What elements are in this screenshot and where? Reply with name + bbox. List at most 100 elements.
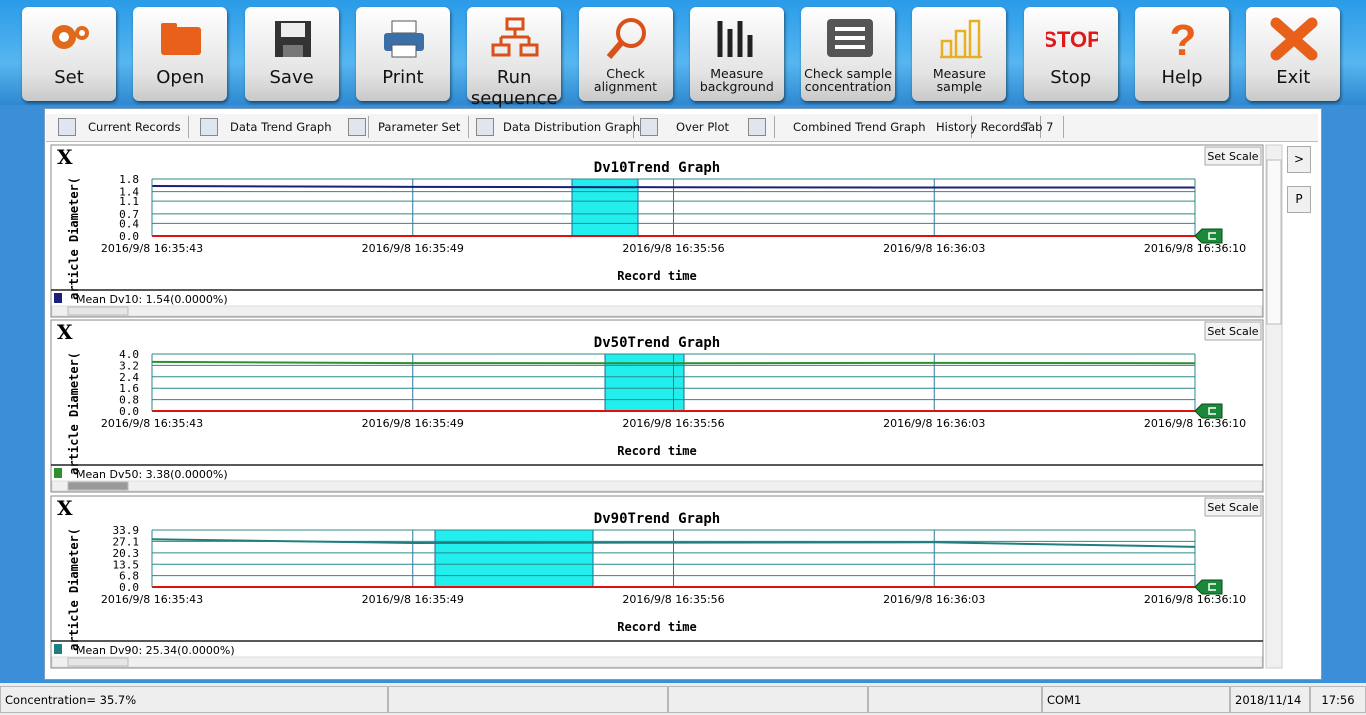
y-tick-label: 1.6 (119, 382, 139, 395)
y-axis-label: article Diameter( (67, 352, 81, 475)
icon-shape (499, 29, 531, 45)
tab[interactable]: Data Distribution Graph (503, 120, 641, 134)
status-cell: COM1 (1042, 686, 1230, 713)
button-label: Open (133, 67, 227, 88)
corner-label: X (57, 320, 73, 344)
button-label: Check sample concentration (801, 67, 895, 93)
label-line: Measure (710, 66, 764, 81)
legend-entry: Mean Dv10: 1.54(0.0000%) (76, 293, 228, 306)
chart-title: Dv90Trend Graph (594, 511, 720, 527)
button-label: Check alignment (579, 67, 673, 93)
y-tick-label: 33.9 (113, 524, 140, 537)
tab-separator (188, 116, 189, 138)
set-scale-label[interactable]: Set Scale (1207, 150, 1258, 163)
label-line: Exit (1276, 67, 1311, 88)
x-tick-label: 2016/9/8 16:35:56 (622, 417, 724, 430)
set-scale-button[interactable] (1204, 321, 1262, 341)
toolbar-button[interactable]: Check alignment (578, 7, 673, 101)
toolbar-button[interactable]: Measure background (689, 7, 784, 101)
set-scale-button[interactable] (1204, 146, 1262, 166)
status-cell: 17:56 (1310, 686, 1366, 713)
chart-title: Dv10Trend Graph (594, 160, 720, 176)
toolbar-button[interactable]: Run sequence (467, 7, 562, 109)
tab[interactable]: Tab 7 (1023, 120, 1054, 134)
x-tick-label: 2016/9/8 16:35:43 (101, 593, 203, 606)
x-axis-label: Record time (617, 620, 696, 634)
tab-icon (58, 118, 76, 136)
button-icon (1270, 17, 1318, 61)
button-icon (161, 23, 202, 55)
corner-label: X (57, 496, 73, 520)
h-scrollbar (51, 480, 1263, 492)
tab[interactable]: Data Trend Graph (230, 120, 332, 134)
set-scale-label[interactable]: Set Scale (1207, 325, 1258, 338)
toolbar-button[interactable]: Check sample concentration (801, 7, 896, 101)
icon-shape (615, 18, 646, 48)
side-button[interactable]: P (1287, 186, 1311, 213)
y-tick-label: 1.4 (119, 186, 139, 199)
icon-shape (282, 45, 303, 57)
tab-separator (774, 116, 775, 138)
icon-shape (59, 32, 69, 42)
tab[interactable]: History Records (936, 120, 1027, 134)
tab[interactable]: Current Records (88, 120, 181, 134)
tab[interactable]: Combined Trend Graph (793, 120, 926, 134)
chart-panel (50, 144, 1264, 318)
y-tick-label: 0.4 (119, 217, 139, 230)
x-tick-label: 2016/9/8 16:36:03 (883, 417, 985, 430)
tab-separator (971, 116, 972, 138)
button-label: Measure background (690, 67, 784, 93)
y-tick-label: 3.2 (119, 359, 139, 372)
series-line (151, 538, 1196, 548)
set-scale-label[interactable]: Set Scale (1207, 501, 1258, 514)
set-scale-button[interactable] (1204, 497, 1262, 517)
toolbar-button[interactable]: Measure sample (912, 7, 1007, 101)
legend-swatch (54, 468, 62, 478)
icon-shape (969, 19, 981, 59)
tab-separator (468, 116, 469, 138)
legend-swatch (54, 644, 62, 654)
x-tick-label: 2016/9/8 16:36:03 (883, 242, 985, 255)
button-icon (52, 25, 89, 49)
icon-shape (391, 44, 417, 58)
button-label: Measure sample (912, 67, 1006, 93)
label-line: sample (936, 79, 983, 94)
icon-shape (79, 30, 85, 36)
label-line: Set (54, 67, 84, 88)
toolbar: Set Open Save Print Run sequence Check alignme… (0, 0, 1366, 109)
y-tick-label: 0.0 (119, 581, 139, 594)
toolbar-button[interactable]: Set (22, 7, 116, 101)
toolbar-button[interactable]: Exit (1246, 7, 1341, 101)
toolbar-button[interactable]: Save (244, 7, 339, 101)
icon-shape (161, 23, 178, 31)
tab[interactable]: Parameter Set (378, 120, 461, 134)
series-line (151, 184, 1195, 189)
label-line: Measure (932, 66, 986, 81)
button-icon: STOP (1046, 27, 1098, 52)
tab-separator (1063, 116, 1064, 138)
toolbar-button[interactable]: STOP Stop (1023, 7, 1118, 101)
tab-icon (348, 118, 366, 136)
corner-label: X (57, 145, 73, 169)
x-tick-label: 2016/9/8 16:36:03 (883, 593, 985, 606)
label-line: Print (382, 67, 424, 88)
tab-strip: Current Records Data Trend Graph Parameter… (46, 114, 1318, 142)
toolbar-button[interactable]: Print (355, 7, 450, 101)
x-tick-label: 2016/9/8 16:35:56 (622, 242, 724, 255)
h-scroll-thumb (67, 306, 129, 316)
chart-panel (50, 495, 1264, 669)
tab[interactable]: Over Plot (676, 120, 729, 134)
side-button[interactable]: > (1287, 146, 1311, 173)
icon-text: STOP (1046, 27, 1098, 52)
x-tick-label: 2016/9/8 16:35:49 (362, 417, 464, 430)
y-tick-label: 27.1 (113, 535, 140, 548)
tab-separator (1040, 116, 1041, 138)
toolbar-button[interactable]: ? Help (1135, 7, 1229, 101)
tab-icon (200, 118, 218, 136)
toolbar-button[interactable]: Open (133, 7, 228, 101)
label-line: Open (156, 67, 205, 88)
y-tick-label: 13.5 (113, 558, 140, 571)
x-axis-label: Record time (617, 269, 696, 283)
icon-text: ? (1170, 16, 1197, 61)
